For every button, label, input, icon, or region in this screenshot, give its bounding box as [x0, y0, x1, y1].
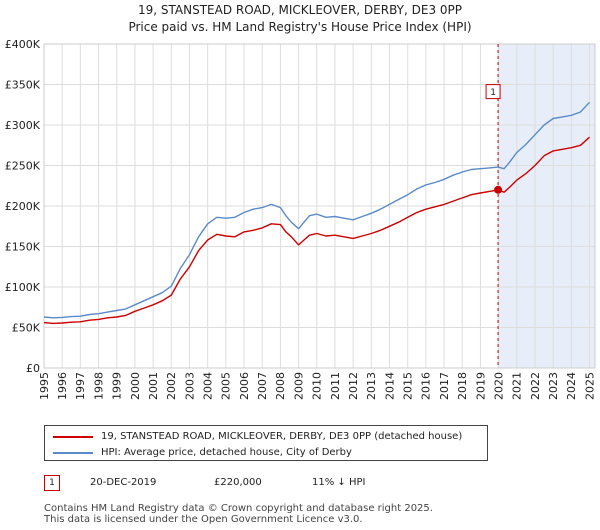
x-tick-label: 2000	[129, 372, 142, 400]
x-tick-label: 2008	[274, 372, 287, 400]
legend: 19, STANSTEAD ROAD, MICKLEOVER, DERBY, D…	[44, 425, 488, 461]
chart-subtitle: Price paid vs. HM Land Registry's House …	[128, 20, 471, 34]
x-tick-label: 2016	[420, 372, 433, 400]
legend-label-hpi: HPI: Average price, detached house, City…	[101, 447, 352, 458]
chart-title: 19, STANSTEAD ROAD, MICKLEOVER, DERBY, D…	[138, 3, 462, 17]
y-tick-label: £200K	[5, 200, 41, 213]
y-tick-label: £250K	[5, 160, 41, 173]
y-tick-label: £350K	[5, 79, 41, 92]
x-tick-label: 2004	[202, 372, 215, 400]
y-tick-label: £300K	[5, 119, 41, 132]
annotation-badge-label: 1	[490, 88, 496, 98]
transaction-date: 20-DEC-2019	[90, 477, 157, 488]
x-tick-label: 2024	[565, 372, 578, 400]
x-tick-label: 2006	[238, 372, 251, 400]
y-tick-label: £50K	[12, 322, 41, 335]
x-tick-label: 2005	[220, 372, 233, 400]
footer-copyright: Contains HM Land Registry data © Crown c…	[44, 503, 433, 514]
x-tick-label: 2018	[456, 372, 469, 400]
y-tick-label: £0	[26, 362, 40, 375]
x-tick-label: 1999	[111, 372, 124, 400]
footer: Contains HM Land Registry data © Crown c…	[44, 503, 433, 525]
x-tick-label: 2025	[583, 372, 596, 400]
x-tick-label: 1995	[38, 372, 51, 400]
sale-point	[494, 185, 503, 194]
y-tick-label: £100K	[5, 281, 41, 294]
x-tick-label: 2012	[347, 372, 360, 400]
price-chart: 19, STANSTEAD ROAD, MICKLEOVER, DERBY, D…	[5, 3, 597, 400]
x-tick-label: 2009	[292, 372, 305, 400]
series-line-hpi	[43, 101, 591, 319]
x-tick-label: 2015	[402, 372, 415, 400]
x-tick-label: 2014	[383, 372, 396, 400]
x-tick-label: 2010	[311, 372, 324, 400]
annotation-badge	[485, 84, 501, 100]
legend-swatch-property	[53, 436, 93, 438]
transaction-price: £220,000	[214, 477, 262, 488]
x-tick-label: 2017	[438, 372, 451, 400]
x-tick-label: 2022	[529, 372, 542, 400]
x-tick-label: 2002	[165, 372, 178, 400]
x-tick-label: 2011	[329, 372, 342, 400]
x-tick-label: 1998	[92, 372, 105, 400]
x-tick-label: 2019	[474, 372, 487, 400]
x-tick-label: 2003	[183, 372, 196, 400]
x-tick-label: 2021	[511, 372, 524, 400]
x-tick-label: 2007	[256, 372, 269, 400]
y-tick-label: £400K	[5, 38, 41, 51]
transaction-hpi-change: 11% ↓ HPI	[312, 477, 366, 488]
footer-licence: This data is licensed under the Open Gov…	[44, 514, 363, 525]
plot-border	[43, 43, 596, 369]
transaction-badge: 1	[44, 475, 60, 491]
x-tick-label: 2023	[547, 372, 560, 400]
x-tick-label: 2001	[147, 372, 160, 400]
x-tick-label: 2013	[365, 372, 378, 400]
x-tick-label: 1997	[74, 372, 87, 400]
y-tick-label: £150K	[5, 241, 41, 254]
transaction-row: 1 20-DEC-2019 £220,000 11% ↓ HPI	[44, 475, 544, 491]
x-tick-label: 2020	[492, 372, 505, 400]
legend-swatch-hpi	[53, 452, 93, 454]
x-tick-label: 1996	[56, 372, 69, 400]
legend-label-property: 19, STANSTEAD ROAD, MICKLEOVER, DERBY, D…	[101, 431, 463, 442]
